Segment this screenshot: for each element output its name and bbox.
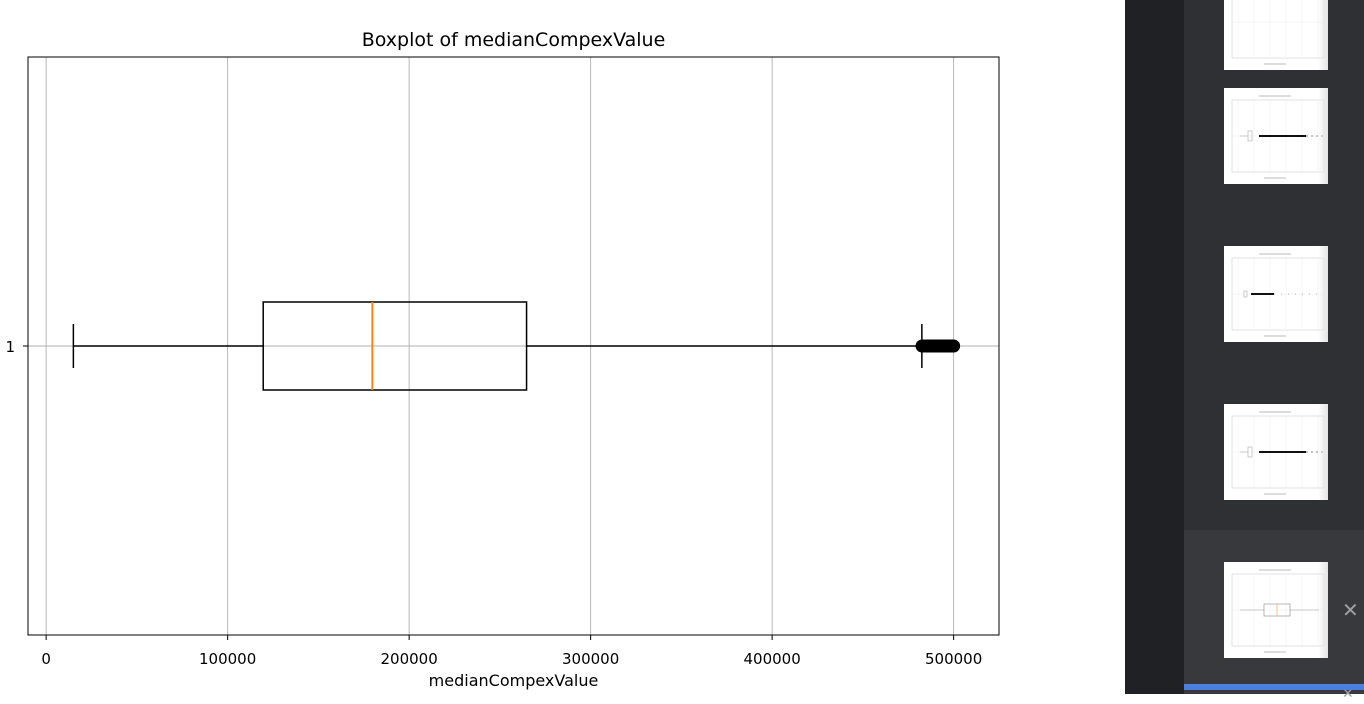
thumbnail-image-1[interactable]	[1224, 0, 1328, 70]
plot-area: 0 100000 200000 300000 400000 500000 1 Boxplot …	[5, 29, 1000, 690]
panel-divider-strip	[1125, 0, 1184, 694]
thumbnail-chart-2	[1231, 95, 1325, 179]
thumbnail-chart-1	[1231, 0, 1325, 65]
iqr-box	[262, 301, 528, 391]
thumbnail-item-1[interactable]	[1184, 0, 1364, 70]
x-axis-label: medianCompexValue	[429, 671, 599, 690]
x-tick-label: 200000	[381, 650, 438, 668]
thumbnail-chart-3	[1231, 253, 1325, 337]
chart-title: Boxplot of medianCompexValue	[362, 29, 666, 51]
x-tick-label: 300000	[562, 650, 619, 668]
boxplot-chart: 0 100000 200000 300000 400000 500000 1 Boxplot …	[5, 29, 1000, 690]
thumb-box	[1243, 290, 1248, 298]
y-tick-label: 1	[5, 338, 15, 356]
x-tick-label: 500000	[925, 650, 982, 668]
thumbnail-item-5[interactable]: ✕	[1184, 530, 1364, 694]
x-tick-label: 0	[41, 650, 51, 668]
thumbnail-item-3[interactable]	[1184, 230, 1364, 388]
x-tick-label: 400000	[743, 650, 800, 668]
thumbnail-item-2[interactable]	[1184, 72, 1364, 230]
close-icon[interactable]: ✕	[1342, 598, 1359, 622]
thumbnail-image-3[interactable]	[1224, 246, 1328, 342]
thumbnail-chart-4	[1231, 411, 1325, 495]
active-progress-bar	[1184, 684, 1364, 690]
outlier-point	[947, 339, 961, 353]
x-tick-label: 100000	[199, 650, 256, 668]
thumbnail-panel[interactable]: ✕ ✕	[1184, 0, 1364, 702]
thumbnail-item-4[interactable]	[1184, 388, 1364, 530]
thumbnail-image-4[interactable]	[1224, 404, 1328, 500]
thumbnail-chart-5	[1231, 569, 1325, 653]
thumb-frame-line	[1231, 0, 1325, 59]
thumbnail-image-5[interactable]	[1224, 562, 1328, 658]
thumbnail-image-2[interactable]	[1224, 88, 1328, 184]
